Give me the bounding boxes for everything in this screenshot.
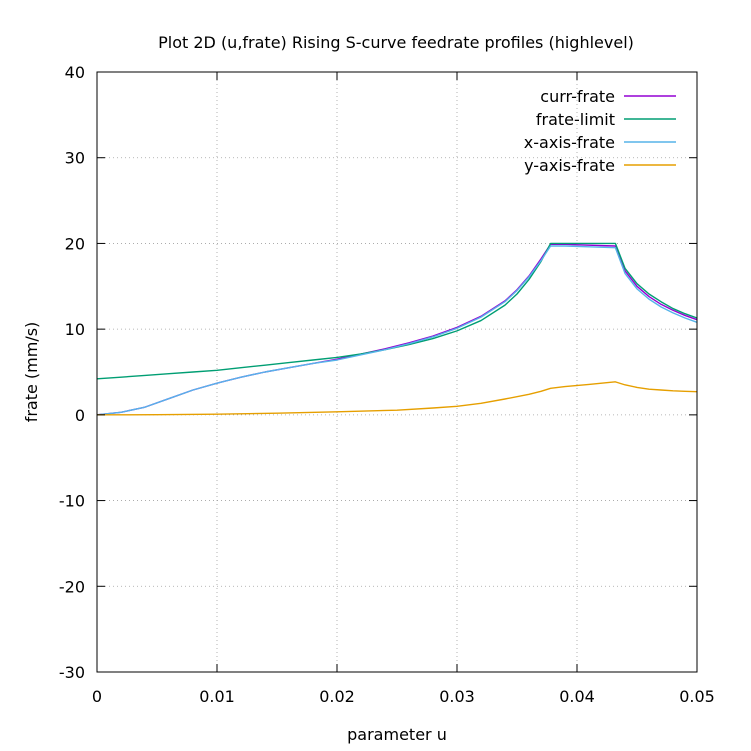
x-tick-label: 0.04 — [559, 687, 595, 706]
x-tick-label: 0 — [92, 687, 102, 706]
plot-frame — [96, 71, 698, 673]
y-tick-label: -10 — [59, 492, 85, 511]
series-line-y-axis-frate — [96, 381, 698, 416]
legend: curr-frate frate-limit x-axis-frate y-axis-… — [524, 87, 676, 175]
series-line-curr-frate — [96, 243, 698, 416]
axis-ticks: 0 0.01 0.02 0.03 0.04 0.05 -30 -20 -10 0 10 20 30 40 — [59, 63, 715, 706]
legend-label: frate-limit — [536, 110, 615, 129]
x-axis-title: parameter u — [347, 725, 447, 744]
y-tick-label: 30 — [65, 149, 85, 168]
x-tick-label: 0.01 — [199, 687, 235, 706]
plot-series — [96, 242, 698, 416]
y-tick-label: -30 — [59, 663, 85, 682]
chart-title: Plot 2D (u,frate) Rising S-curve feedrat… — [158, 33, 634, 52]
legend-label: curr-frate — [540, 87, 615, 106]
y-tick-label: 0 — [75, 406, 85, 425]
x-tick-label: 0.03 — [439, 687, 475, 706]
series-line-frate-limit — [96, 242, 698, 380]
x-tick-label: 0.05 — [679, 687, 715, 706]
x-tick-label: 0.02 — [319, 687, 355, 706]
y-axis-title: frate (mm/s) — [22, 322, 41, 423]
y-tick-label: 10 — [65, 320, 85, 339]
series-line-x-axis-frate — [96, 245, 698, 416]
y-tick-label: 40 — [65, 63, 85, 82]
y-tick-label: 20 — [65, 234, 85, 253]
legend-label: y-axis-frate — [524, 156, 615, 175]
legend-label: x-axis-frate — [524, 133, 615, 152]
y-tick-label: -20 — [59, 577, 85, 596]
